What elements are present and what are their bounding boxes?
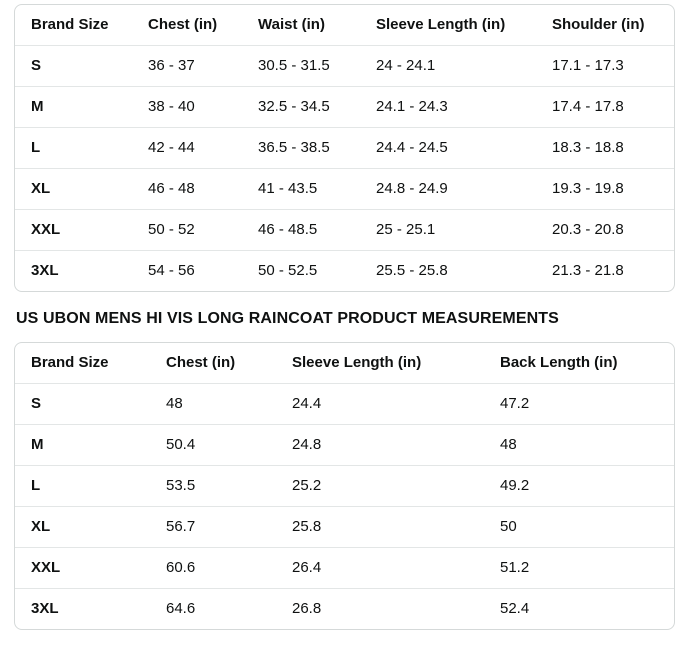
size-label: XXL [15,209,132,251]
table-row: 3XL 64.6 26.8 52.4 [15,589,674,630]
back-length-value: 48 [484,424,674,466]
table-header-row: Brand Size Chest (in) Sleeve Length (in)… [15,343,674,384]
waist-value: 41 - 43.5 [242,168,360,210]
shoulder-value: 18.3 - 18.8 [536,127,674,169]
sleeve-length-value: 26.4 [276,547,484,589]
waist-value: 46 - 48.5 [242,209,360,251]
chest-value: 53.5 [150,465,276,507]
size-label: 3XL [31,600,59,617]
column-header-shoulder: Shoulder (in) [536,5,674,46]
size-label: M [15,86,132,128]
sleeve-length-value: 25.2 [276,465,484,507]
waist-value: 36.5 - 38.5 [242,127,360,169]
waist-value: 32.5 - 34.5 [242,86,360,128]
table-row: XXL 60.6 26.4 51.2 [15,547,674,589]
table-row: XL 46 - 48 41 - 43.5 24.8 - 24.9 19.3 - … [15,168,674,210]
sleeve-length-value: 24 - 24.1 [360,45,536,87]
waist-value: 50 - 52.5 [258,262,318,279]
chest-value: 50.4 [150,424,276,466]
waist-value: 30.5 - 31.5 [242,45,360,87]
chest-value: 56.7 [150,506,276,548]
back-length-value: 52.4 [500,600,530,617]
product-measurements-heading: US UBON MENS HI VIS LONG RAINCOAT PRODUC… [16,310,559,327]
size-label: XL [15,506,150,548]
table-row: L 42 - 44 36.5 - 38.5 24.4 - 24.5 18.3 -… [15,127,674,169]
size-label: S [15,45,132,87]
shoulder-value: 19.3 - 19.8 [536,168,674,210]
product-measurements-table: Brand Size Chest (in) Sleeve Length (in)… [15,343,674,629]
back-length-value: 51.2 [484,547,674,589]
chest-value: 48 [150,383,276,425]
back-length-value: 49.2 [484,465,674,507]
column-header-waist: Waist (in) [242,5,360,46]
body-measurements-table-container: Brand Size Chest (in) Waist (in) Sleeve … [14,4,675,292]
size-label: XXL [15,547,150,589]
back-length-value: 50 [484,506,674,548]
table-row: S 36 - 37 30.5 - 31.5 24 - 24.1 17.1 - 1… [15,45,674,87]
size-label: L [15,127,132,169]
chest-value: 38 - 40 [132,86,242,128]
sleeve-length-value: 25.5 - 25.8 [376,262,448,279]
table-row: M 38 - 40 32.5 - 34.5 24.1 - 24.3 17.4 -… [15,86,674,128]
table-row: XXL 50 - 52 46 - 48.5 25 - 25.1 20.3 - 2… [15,209,674,251]
size-label: L [15,465,150,507]
column-header-brand-size: Brand Size [15,5,132,46]
sleeve-length-value: 24.4 [276,383,484,425]
column-header-back-length: Back Length (in) [484,343,674,384]
column-header-chest: Chest (in) [150,343,276,384]
column-header-sleeve-length: Sleeve Length (in) [276,343,484,384]
table-header-row: Brand Size Chest (in) Waist (in) Sleeve … [15,5,674,46]
shoulder-value: 17.4 - 17.8 [536,86,674,128]
size-label: S [15,383,150,425]
chest-value: 36 - 37 [132,45,242,87]
chest-value: 64.6 [166,600,196,617]
product-measurements-table-container: Brand Size Chest (in) Sleeve Length (in)… [14,342,675,630]
sleeve-length-value: 24.4 - 24.5 [360,127,536,169]
sleeve-length-value: 26.8 [292,600,322,617]
chest-value: 60.6 [150,547,276,589]
chest-value: 46 - 48 [132,168,242,210]
back-length-value: 47.2 [484,383,674,425]
size-label: XL [15,168,132,210]
chest-value: 50 - 52 [132,209,242,251]
sleeve-length-value: 24.8 [276,424,484,466]
size-chart-page: Brand Size Chest (in) Waist (in) Sleeve … [0,4,691,648]
table-row: L 53.5 25.2 49.2 [15,465,674,507]
column-header-sleeve-length: Sleeve Length (in) [360,5,536,46]
shoulder-value: 20.3 - 20.8 [536,209,674,251]
size-label: M [15,424,150,466]
table-row: XL 56.7 25.8 50 [15,506,674,548]
sleeve-length-value: 24.8 - 24.9 [360,168,536,210]
table-row: 3XL 54 - 56 50 - 52.5 25.5 - 25.8 21.3 -… [15,251,674,292]
body-measurements-table: Brand Size Chest (in) Waist (in) Sleeve … [15,5,674,291]
column-header-chest: Chest (in) [132,5,242,46]
column-header-brand-size: Brand Size [15,343,150,384]
table-row: S 48 24.4 47.2 [15,383,674,425]
size-label: 3XL [31,262,59,279]
shoulder-value: 17.1 - 17.3 [536,45,674,87]
sleeve-length-value: 25 - 25.1 [360,209,536,251]
chest-value: 42 - 44 [132,127,242,169]
sleeve-length-value: 25.8 [276,506,484,548]
shoulder-value: 21.3 - 21.8 [552,262,624,279]
table-row: M 50.4 24.8 48 [15,424,674,466]
chest-value: 54 - 56 [148,262,195,279]
sleeve-length-value: 24.1 - 24.3 [360,86,536,128]
